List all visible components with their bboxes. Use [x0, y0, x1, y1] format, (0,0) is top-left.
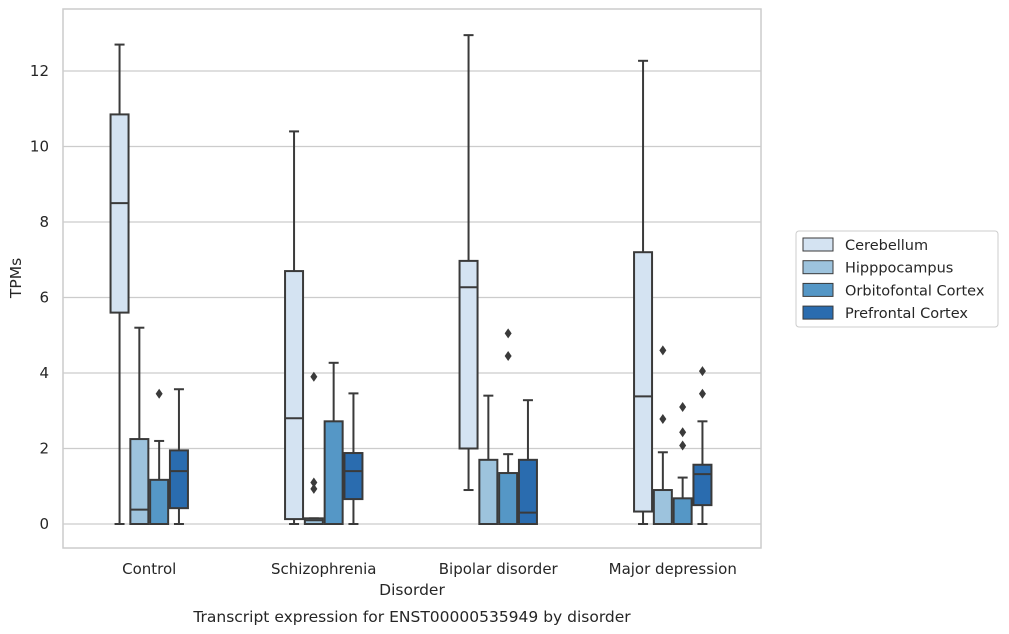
box-cerebellum: [284, 130, 305, 525]
y-tick-label: 6: [39, 289, 49, 307]
box-prefrontal-cortex: [517, 399, 538, 526]
y-tick-label: 12: [30, 62, 49, 80]
outlier-point: [310, 477, 318, 488]
legend-label: Prefrontal Cortex: [845, 306, 968, 322]
iqr-box: [672, 497, 693, 525]
box-hipppocampus: [129, 326, 150, 525]
box-orbitofontal-cortex: [149, 388, 170, 525]
box-orbitofontal-cortex: [323, 361, 344, 526]
y-tick-label: 4: [39, 364, 49, 382]
y-tick-label: 0: [39, 515, 49, 533]
box-orbitofontal-cortex: [672, 401, 693, 525]
legend-swatch: [802, 282, 834, 297]
iqr-box: [284, 270, 305, 521]
outlier-point: [155, 388, 163, 399]
iqr-box: [168, 449, 189, 510]
iqr-box: [478, 458, 499, 526]
y-tick-label: 2: [39, 440, 49, 458]
legend-swatch: [802, 237, 834, 252]
box-prefrontal-cortex: [168, 388, 189, 525]
legend-label: Hipppocampus: [845, 261, 953, 277]
box-prefrontal-cortex: [343, 392, 364, 525]
box-cerebellum: [109, 43, 130, 525]
x-tick-label: Bipolar disorder: [439, 560, 559, 578]
legend-swatch: [802, 260, 834, 275]
iqr-box: [692, 463, 713, 507]
box-cerebellum: [633, 59, 654, 525]
box-prefrontal-cortex: [692, 366, 713, 525]
x-tick-labels: Control Schizophrenia Bipolar disorder Majo…: [122, 560, 737, 578]
outlier-point: [698, 366, 706, 377]
outlier-point: [310, 371, 318, 382]
x-axis-title: Disorder: [379, 581, 445, 599]
iqr-box: [149, 478, 170, 525]
plot-area: [63, 9, 761, 548]
y-tick-label: 10: [30, 138, 49, 156]
iqr-box: [498, 472, 519, 526]
outlier-point: [679, 401, 687, 412]
outlier-point: [504, 328, 512, 339]
legend: Cerebellum Hipppocampus Orbitofontal Corte…: [795, 230, 999, 328]
box-hipppocampus: [303, 371, 324, 526]
x-tick-label: Schizophrenia: [271, 560, 376, 578]
box-orbitofontal-cortex: [498, 328, 519, 526]
outlier-point: [679, 440, 687, 451]
outlier-point: [504, 351, 512, 362]
outlier-point: [659, 345, 667, 356]
iqr-box: [633, 251, 654, 513]
box-hipppocampus: [478, 394, 499, 526]
plot-frame: [62, 8, 762, 549]
box-cerebellum: [458, 34, 479, 492]
iqr-box: [458, 259, 479, 450]
outlier-point: [310, 483, 318, 494]
y-tick-label: 8: [39, 213, 49, 231]
iqr-box: [652, 489, 673, 525]
iqr-box: [109, 113, 130, 314]
iqr-box: [517, 458, 538, 526]
chart-caption: Transcript expression for ENST0000053594…: [192, 608, 631, 626]
outlier-point: [698, 388, 706, 399]
x-tick-label: Control: [122, 560, 176, 578]
y-axis-title: TPMs: [7, 258, 25, 299]
y-tick-labels: 0 2 4 6 8 10 12: [30, 62, 49, 533]
legend-frame: [795, 230, 999, 328]
x-tick-label: Major depression: [609, 560, 737, 578]
iqr-box: [323, 420, 344, 526]
legend-swatch: [802, 305, 834, 320]
iqr-box: [343, 452, 364, 501]
legend-label: Orbitofontal Cortex: [845, 283, 985, 299]
legend-label: Cerebellum: [845, 238, 928, 254]
outlier-point: [679, 427, 687, 438]
boxes: [109, 34, 713, 526]
iqr-box: [129, 438, 150, 525]
box-hipppocampus: [652, 345, 673, 525]
outlier-point: [659, 414, 667, 425]
